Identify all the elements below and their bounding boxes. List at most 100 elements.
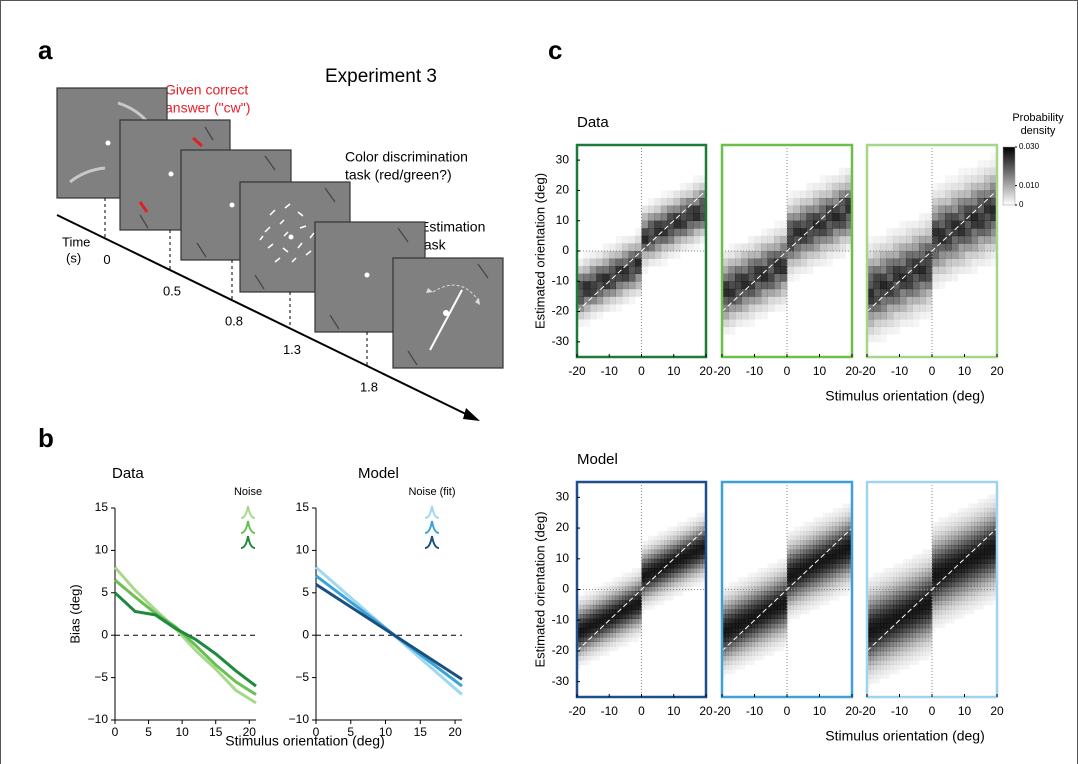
density-cell (673, 243, 681, 252)
density-cell (925, 637, 930, 643)
density-cell (654, 213, 662, 222)
density-cell (839, 581, 843, 587)
density-cell (971, 243, 978, 252)
density-cell (667, 568, 671, 573)
density-cell (819, 572, 824, 578)
density-cell (673, 205, 681, 214)
density-cell (912, 273, 920, 282)
density-cell (964, 535, 969, 541)
density-cell (583, 614, 587, 619)
density-cell (977, 503, 982, 509)
density-cell (899, 266, 907, 275)
density-cell (912, 618, 917, 624)
density-cell (638, 623, 642, 629)
density-cell (741, 266, 749, 275)
density-cell (938, 213, 946, 222)
density-cell (848, 563, 853, 569)
density-cell (951, 586, 956, 592)
density-cell (899, 637, 904, 643)
density-cell (689, 521, 694, 527)
density-cell (580, 595, 584, 601)
density-cell (922, 581, 926, 587)
density-cell (699, 205, 707, 214)
density-cell (774, 627, 778, 633)
density-cell (660, 586, 665, 592)
density-cell (964, 595, 969, 601)
density-cell (839, 521, 843, 527)
density-cell (899, 235, 907, 244)
density-cell (826, 544, 830, 550)
density-cell (602, 251, 610, 259)
density-cell (696, 554, 700, 560)
density-cell (889, 572, 894, 578)
density-cell (622, 266, 629, 275)
density-cell (902, 632, 907, 638)
density-cell (945, 568, 949, 573)
density-cell (867, 604, 871, 610)
density-cell (958, 251, 965, 259)
density-cell (741, 660, 746, 666)
density-cell (967, 540, 972, 546)
density-cell (919, 228, 926, 237)
density-cell (886, 632, 891, 638)
density-cell (761, 650, 765, 656)
density-cell (945, 540, 949, 546)
density-cell (826, 586, 830, 592)
density-cell (748, 591, 752, 596)
density-cell (586, 655, 591, 661)
density-cell (803, 540, 807, 546)
density-cell (819, 190, 827, 199)
density-cell (876, 623, 881, 629)
density-cell (876, 600, 881, 606)
density-cell (777, 609, 781, 615)
density-cell (577, 258, 584, 267)
density-cell (774, 273, 781, 282)
density-cell (822, 591, 827, 596)
density-cell (919, 266, 926, 275)
density-cell (577, 288, 584, 297)
density-cell (893, 623, 897, 629)
density-cell (906, 618, 910, 624)
density-cell (583, 266, 591, 275)
density-cell (876, 641, 881, 647)
density-cell (589, 296, 597, 305)
density-cell (987, 540, 991, 546)
density-cell (735, 604, 739, 610)
density-cell (826, 521, 830, 527)
density-cell (935, 623, 939, 629)
density-cell (906, 311, 913, 320)
density-cell (935, 554, 939, 560)
density-cell (961, 563, 965, 569)
density-cell (602, 288, 610, 297)
density-cell (599, 614, 604, 619)
density-cell (806, 600, 811, 606)
density-cell (948, 513, 952, 518)
density-cell (971, 549, 975, 555)
density-cell (971, 591, 975, 596)
density-cell (958, 563, 962, 569)
density-cell (783, 581, 788, 587)
density-cell (667, 235, 675, 244)
density-cell (628, 609, 633, 615)
density-cell (741, 296, 749, 305)
x-tick-label: 10 (667, 704, 681, 718)
density-cell (761, 623, 765, 629)
density-cell (667, 220, 675, 229)
density-cell (796, 595, 801, 601)
density-cell (945, 572, 949, 578)
time-arrow (463, 408, 480, 421)
density-cell (993, 577, 998, 583)
density-cell (906, 304, 913, 312)
density-cell (764, 586, 768, 592)
density-cell (870, 632, 874, 638)
density-cell (919, 614, 923, 619)
density-cell (932, 549, 936, 555)
density-cell (964, 568, 969, 573)
density-cell (987, 494, 991, 499)
density-cell (961, 572, 965, 578)
density-cell (735, 266, 742, 275)
density-cell (990, 563, 995, 569)
density-cell (638, 586, 642, 592)
density-cell (948, 618, 952, 624)
density-cell (984, 591, 988, 596)
